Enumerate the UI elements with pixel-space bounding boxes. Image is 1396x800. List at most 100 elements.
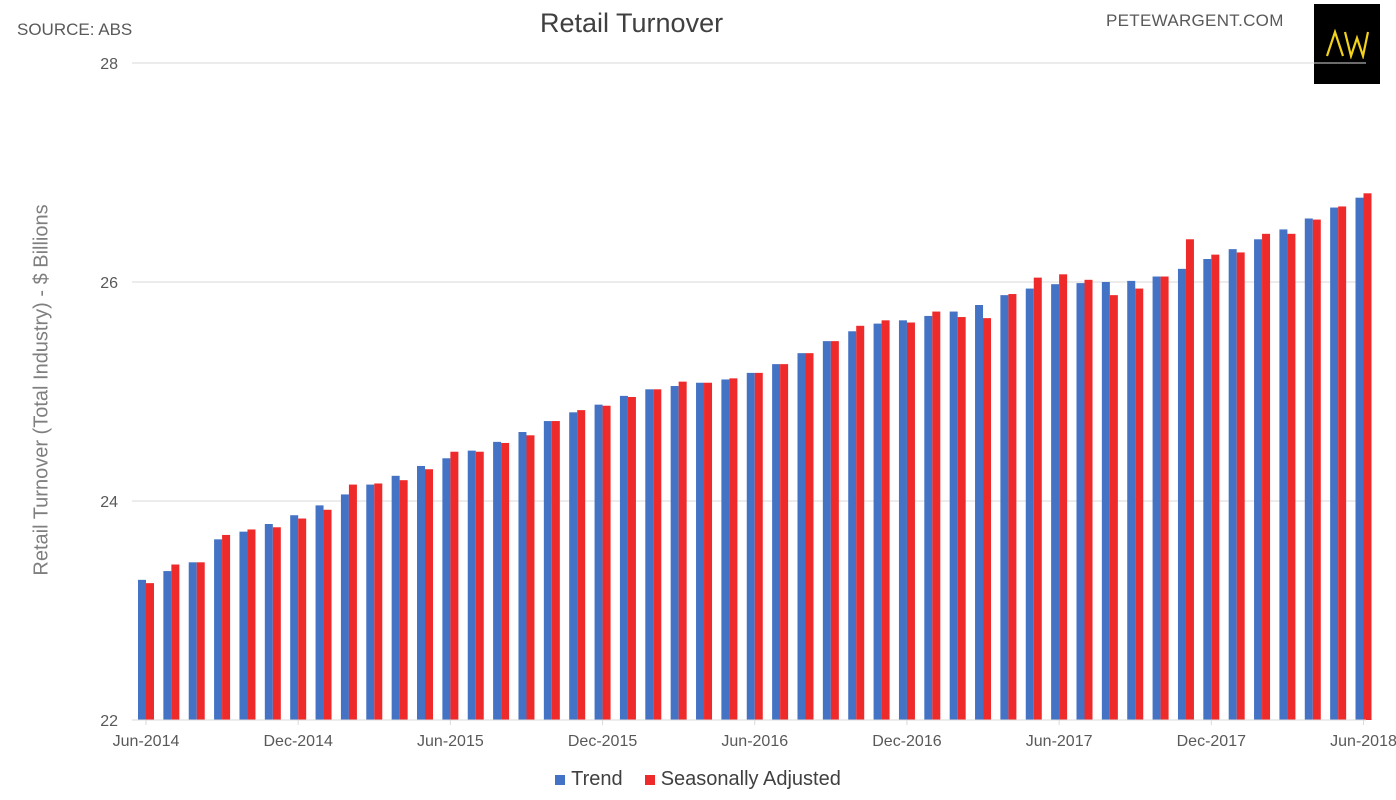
bar-seasonally-adjusted: [805, 353, 814, 720]
bar-trend: [772, 364, 781, 721]
source-label: SOURCE: ABS: [17, 20, 133, 39]
bar-trend: [543, 421, 552, 720]
bar-seasonally-adjusted: [678, 381, 687, 720]
bar-seasonally-adjusted: [1008, 294, 1017, 720]
site-name[interactable]: PETEWARGENT.COM: [1106, 11, 1284, 30]
bar-trend: [848, 331, 857, 720]
bar-trend: [239, 531, 248, 720]
bar-trend: [898, 320, 907, 720]
bar-trend: [163, 571, 172, 720]
bar-trend: [569, 412, 578, 720]
bar-trend: [1076, 283, 1085, 720]
legend-swatch-seasonally-adjusted: [644, 774, 655, 785]
y-tick-label: 26: [100, 275, 118, 292]
bar-seasonally-adjusted: [348, 484, 357, 720]
x-tick-label: Jun-2017: [1026, 733, 1093, 750]
legend-label-seasonally-adjusted: Seasonally Adjusted: [660, 768, 841, 790]
y-tick-label: 28: [100, 56, 118, 73]
bar-seasonally-adjusted: [425, 469, 434, 720]
x-tick-label: Jun-2018: [1330, 733, 1396, 750]
bar-trend: [975, 305, 984, 720]
bar-trend: [1051, 284, 1060, 720]
legend-label-trend: Trend: [571, 768, 623, 790]
bar-seasonally-adjusted: [1033, 277, 1042, 720]
x-tick-label: Jun-2016: [721, 733, 788, 750]
x-tick-label: Dec-2016: [872, 733, 941, 750]
bar-trend: [1000, 295, 1009, 720]
bar-trend: [467, 450, 476, 720]
bar-seasonally-adjusted: [551, 421, 560, 720]
bar-seasonally-adjusted: [171, 564, 180, 720]
bar-trend: [797, 353, 806, 720]
bar-seasonally-adjusted: [780, 364, 789, 721]
bar-seasonally-adjusted: [1059, 274, 1068, 720]
bar-seasonally-adjusted: [399, 480, 408, 720]
legend-swatch-trend: [555, 774, 566, 785]
bar-trend: [1177, 268, 1186, 720]
y-tick-label: 24: [100, 494, 118, 511]
bar-seasonally-adjusted: [374, 483, 383, 720]
legend-item-trend[interactable]: Trend: [555, 768, 623, 791]
bar-trend: [1228, 249, 1237, 720]
bar-trend: [696, 382, 705, 720]
bar-seasonally-adjusted: [627, 396, 636, 720]
bar-trend: [290, 515, 299, 720]
bar-seasonally-adjusted: [526, 435, 535, 720]
bar-seasonally-adjusted: [881, 320, 890, 720]
bar-seasonally-adjusted: [1338, 206, 1347, 720]
legend-item-seasonally-adjusted[interactable]: Seasonally Adjusted: [644, 768, 841, 791]
bar-seasonally-adjusted: [1160, 276, 1169, 720]
aw-logo: [1314, 4, 1380, 84]
bar-trend: [315, 505, 324, 720]
bar-trend: [645, 389, 654, 720]
bar-seasonally-adjusted: [983, 318, 992, 720]
bar-seasonally-adjusted: [856, 325, 865, 720]
bar-trend: [949, 311, 958, 720]
x-tick-label: Dec-2014: [264, 733, 333, 750]
bar-seasonally-adjusted: [298, 518, 307, 720]
x-tick-label: Jun-2015: [417, 733, 484, 750]
bar-trend: [1127, 280, 1136, 720]
bar-seasonally-adjusted: [1135, 288, 1144, 720]
bar-seasonally-adjusted: [1185, 239, 1194, 721]
bar-seasonally-adjusted: [501, 442, 510, 720]
bar-seasonally-adjusted: [1363, 193, 1372, 720]
bar-seasonally-adjusted: [906, 322, 915, 720]
chart-title: Retail Turnover: [540, 8, 724, 38]
bar-trend: [264, 524, 273, 720]
bar-seasonally-adjusted: [196, 562, 205, 720]
bar-seasonally-adjusted: [830, 341, 839, 720]
bar-seasonally-adjusted: [653, 389, 662, 720]
bar-seasonally-adjusted: [602, 405, 611, 720]
x-tick-label: Dec-2015: [568, 733, 637, 750]
bar-seasonally-adjusted: [729, 378, 738, 720]
bar-seasonally-adjusted: [1312, 219, 1321, 720]
bar-trend: [721, 379, 730, 720]
bar-trend: [442, 458, 451, 720]
x-tick-label: Dec-2017: [1177, 733, 1246, 750]
aw-logo-icon: [1325, 29, 1369, 59]
bar-trend: [1254, 239, 1263, 721]
bar-seasonally-adjusted: [1287, 233, 1296, 720]
bar-trend: [214, 539, 223, 720]
bar-seasonally-adjusted: [146, 583, 154, 721]
bar-seasonally-adjusted: [704, 382, 713, 720]
bar-seasonally-adjusted: [1084, 279, 1093, 720]
bar-trend: [670, 386, 679, 720]
bar-trend: [340, 494, 349, 720]
bar-seasonally-adjusted: [475, 451, 484, 720]
bar-trend: [1152, 276, 1161, 720]
bar-seasonally-adjusted: [247, 529, 256, 720]
bar-trend: [1279, 229, 1288, 720]
y-tick-label: 22: [100, 713, 118, 730]
bar-seasonally-adjusted: [323, 509, 332, 720]
bar-seasonally-adjusted: [450, 451, 459, 720]
x-tick-label: Jun-2014: [113, 733, 180, 750]
bar-seasonally-adjusted: [577, 410, 586, 720]
bar-seasonally-adjusted: [1109, 295, 1118, 720]
bar-trend: [822, 341, 831, 720]
bar-trend: [594, 404, 603, 720]
legend: Trend Seasonally Adjusted: [0, 768, 1396, 791]
bar-trend: [1330, 207, 1339, 721]
bar-trend: [138, 579, 146, 720]
